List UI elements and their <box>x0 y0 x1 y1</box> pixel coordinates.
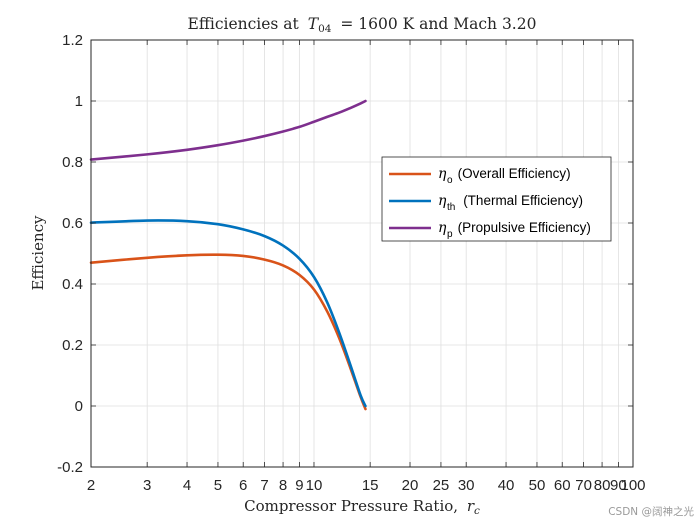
y-tick-label: 0.2 <box>62 337 83 354</box>
x-tick-label: 10 <box>306 477 323 494</box>
legend-symbol-o: η <box>438 166 447 182</box>
x-tick-label: 30 <box>458 477 475 494</box>
x-axis-label-var-sub: c <box>474 505 480 517</box>
chart-title-prefix: Efficiencies at <box>188 15 300 33</box>
axis-ticks <box>90 39 634 468</box>
x-tick-label: 6 <box>239 477 247 494</box>
x-axis-label: Compressor Pressure Ratio, rc <box>244 497 480 517</box>
x-tick-label: 2 <box>87 477 95 494</box>
legend-label-o: (Overall Efficiency) <box>458 166 571 181</box>
y-tick-label: 0.8 <box>62 154 83 171</box>
y-tick-label: 1 <box>75 93 83 110</box>
x-tick-label: 5 <box>214 477 222 494</box>
x-tick-label: 8 <box>279 477 287 494</box>
series-line-th <box>89 219 367 408</box>
legend-label-th: (Thermal Efficiency) <box>463 193 583 208</box>
y-axis-label: Efficiency <box>29 215 47 291</box>
y-tick-label: -0.2 <box>57 459 83 476</box>
y-tick-label: 0 <box>75 398 83 415</box>
x-tick-label: 60 <box>554 477 571 494</box>
y-tick-label: 0.4 <box>62 276 83 293</box>
legend-symbol-th: η <box>438 193 447 209</box>
chart-title-var-sub: 04 <box>318 23 332 35</box>
x-tick-label: 9 <box>295 477 303 494</box>
x-tick-label: 50 <box>529 477 546 494</box>
x-tick-label: 40 <box>498 477 515 494</box>
x-tick-label: 3 <box>143 477 151 494</box>
legend-subscript-p: p <box>447 229 453 240</box>
legend: η o (Overall Efficiency)η th (Thermal Effici… <box>381 156 612 242</box>
x-tick-label: 80 <box>594 477 611 494</box>
series-line-p <box>89 99 367 161</box>
x-tick-label: 20 <box>402 477 419 494</box>
x-tick-label: 7 <box>260 477 268 494</box>
y-tick-label: 0.6 <box>62 215 83 232</box>
chart-title-var: T <box>308 15 320 33</box>
x-tick-label: 70 <box>575 477 592 494</box>
x-tick-label: 90 <box>610 477 627 494</box>
x-axis-label-var: r <box>467 497 475 515</box>
x-tick-label: 25 <box>433 477 450 494</box>
legend-subscript-o: o <box>447 175 453 186</box>
x-tick-label: 15 <box>362 477 379 494</box>
x-axis-label-prefix: Compressor Pressure Ratio, <box>244 497 458 515</box>
y-tick-label: 1.2 <box>62 32 83 49</box>
x-tick-label: 4 <box>183 477 191 494</box>
x-tick-label: 100 <box>620 477 645 494</box>
legend-label-p: (Propulsive Efficiency) <box>458 220 591 235</box>
watermark-text: CSDN @阔神之光 <box>608 505 694 518</box>
chart-title: Efficiencies at T04 = 1600 K and Mach 3.… <box>188 15 537 36</box>
legend-subscript-th: th <box>447 202 455 213</box>
axes-box <box>90 39 634 468</box>
chart-title-suffix: = 1600 K and Mach 3.20 <box>340 15 536 33</box>
grid <box>90 39 634 468</box>
legend-symbol-p: η <box>438 220 447 236</box>
series-lines <box>89 99 367 411</box>
